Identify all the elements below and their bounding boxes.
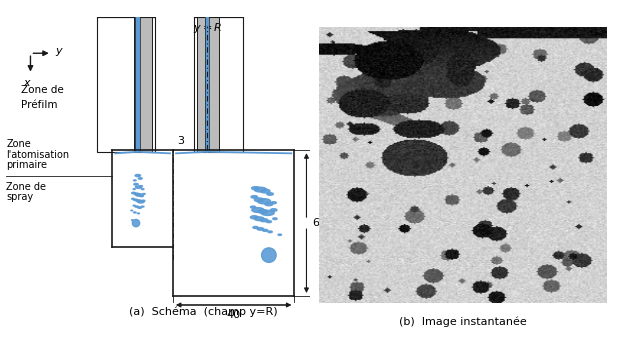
Ellipse shape bbox=[135, 206, 138, 207]
Text: (b)  Image instantanée: (b) Image instantanée bbox=[399, 316, 527, 327]
Ellipse shape bbox=[134, 212, 136, 213]
Ellipse shape bbox=[261, 189, 270, 193]
Bar bbox=[134, 17, 152, 152]
Ellipse shape bbox=[136, 194, 142, 196]
Ellipse shape bbox=[137, 207, 142, 208]
Ellipse shape bbox=[134, 193, 139, 195]
Ellipse shape bbox=[136, 200, 141, 202]
Ellipse shape bbox=[261, 210, 274, 215]
Ellipse shape bbox=[254, 198, 264, 202]
Bar bbox=[135, 17, 140, 152]
Ellipse shape bbox=[253, 226, 258, 228]
Ellipse shape bbox=[271, 209, 277, 211]
Ellipse shape bbox=[273, 218, 277, 220]
Ellipse shape bbox=[258, 199, 271, 204]
Ellipse shape bbox=[267, 193, 274, 195]
Ellipse shape bbox=[139, 195, 144, 197]
Ellipse shape bbox=[278, 234, 282, 236]
Ellipse shape bbox=[265, 203, 273, 206]
Ellipse shape bbox=[260, 219, 268, 222]
Ellipse shape bbox=[257, 228, 264, 230]
Text: 40: 40 bbox=[227, 310, 241, 319]
Ellipse shape bbox=[136, 186, 142, 188]
Text: Zone de: Zone de bbox=[22, 85, 64, 95]
Ellipse shape bbox=[142, 200, 145, 202]
Ellipse shape bbox=[262, 229, 268, 232]
Text: 3: 3 bbox=[178, 136, 184, 146]
Circle shape bbox=[132, 219, 140, 227]
Text: spray: spray bbox=[6, 192, 33, 202]
Ellipse shape bbox=[258, 210, 267, 213]
Ellipse shape bbox=[137, 201, 144, 203]
Ellipse shape bbox=[139, 186, 142, 187]
Ellipse shape bbox=[134, 183, 138, 185]
Circle shape bbox=[262, 248, 276, 263]
Ellipse shape bbox=[132, 198, 134, 200]
Ellipse shape bbox=[251, 206, 256, 208]
Ellipse shape bbox=[134, 180, 136, 181]
Ellipse shape bbox=[251, 187, 259, 190]
Ellipse shape bbox=[131, 210, 132, 211]
Ellipse shape bbox=[268, 231, 272, 233]
Ellipse shape bbox=[252, 208, 264, 212]
Text: $x$: $x$ bbox=[23, 78, 32, 88]
Ellipse shape bbox=[250, 216, 258, 219]
Ellipse shape bbox=[142, 193, 145, 194]
Bar bbox=[205, 17, 209, 152]
Ellipse shape bbox=[134, 199, 137, 201]
Text: (a)  Schéma  (champ y=R): (a) Schéma (champ y=R) bbox=[129, 307, 278, 317]
Ellipse shape bbox=[141, 206, 144, 207]
Ellipse shape bbox=[135, 175, 141, 177]
Ellipse shape bbox=[266, 221, 272, 223]
Text: Zone: Zone bbox=[6, 139, 31, 149]
Bar bbox=[97, 17, 155, 152]
Ellipse shape bbox=[254, 187, 266, 192]
Text: Préfilm: Préfilm bbox=[22, 100, 58, 110]
Ellipse shape bbox=[251, 195, 258, 198]
Ellipse shape bbox=[133, 205, 136, 206]
Text: l'atomisation: l'atomisation bbox=[6, 150, 69, 160]
Text: $y=R$: $y=R$ bbox=[193, 21, 222, 35]
Ellipse shape bbox=[271, 202, 276, 204]
Text: Zone de: Zone de bbox=[6, 182, 46, 192]
Ellipse shape bbox=[254, 217, 264, 221]
Text: primaire: primaire bbox=[6, 160, 47, 171]
Ellipse shape bbox=[137, 213, 139, 214]
Text: $y$: $y$ bbox=[54, 46, 64, 58]
Bar bbox=[194, 17, 243, 152]
Ellipse shape bbox=[138, 178, 142, 179]
Bar bbox=[197, 17, 219, 152]
Ellipse shape bbox=[141, 189, 144, 190]
Ellipse shape bbox=[132, 192, 136, 194]
Text: 64: 64 bbox=[313, 218, 327, 228]
